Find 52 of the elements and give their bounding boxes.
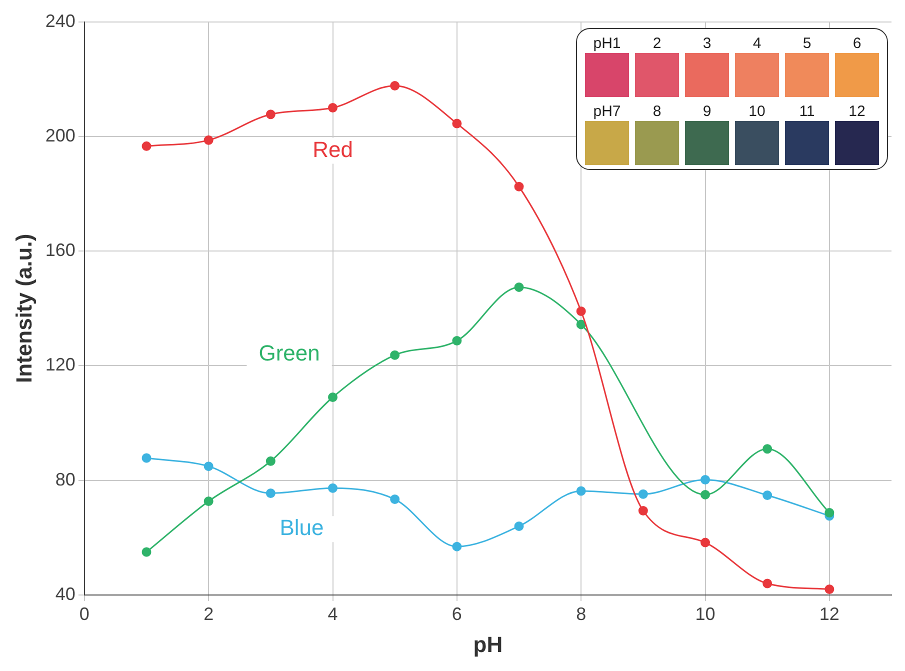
point: [762, 490, 772, 500]
point: [452, 118, 462, 128]
point: [390, 350, 400, 360]
point: [700, 538, 710, 548]
x-tick-label: 8: [576, 604, 586, 624]
y-tick-label: 160: [45, 240, 76, 260]
point: [266, 456, 276, 466]
y-axis-title: Intensity (a.u.): [11, 234, 36, 383]
point: [514, 282, 524, 292]
point: [824, 508, 834, 518]
x-tick-label: 6: [452, 604, 462, 624]
y-tick-label: 240: [45, 10, 76, 31]
point: [204, 135, 214, 145]
point: [328, 103, 338, 113]
point: [576, 486, 586, 496]
point: [700, 475, 710, 485]
x-tick-label: 12: [819, 604, 840, 624]
point: [328, 392, 338, 402]
point: [762, 578, 772, 588]
y-tick-label: 80: [55, 469, 76, 490]
point: [328, 483, 338, 493]
point: [514, 182, 524, 192]
point: [576, 306, 586, 316]
point: [204, 462, 214, 472]
point: [452, 542, 462, 552]
point: [824, 584, 834, 594]
point: [266, 488, 276, 498]
point: [700, 490, 710, 500]
point: [204, 496, 214, 506]
x-tick-label: 2: [204, 604, 214, 624]
series-label: Blue: [280, 515, 324, 540]
x-axis-title: pH: [473, 632, 503, 657]
point: [514, 521, 524, 531]
point: [576, 320, 586, 330]
y-tick-label: 40: [55, 584, 76, 604]
y-tick-label: 200: [45, 125, 76, 146]
point: [266, 110, 276, 120]
point: [638, 506, 648, 516]
point: [142, 547, 152, 557]
x-tick-label: 4: [328, 604, 338, 624]
point: [762, 444, 772, 454]
point: [452, 336, 462, 346]
point: [390, 80, 400, 90]
x-tick-label: 10: [695, 604, 716, 624]
x-tick-label: 0: [79, 604, 90, 624]
y-tick-label: 120: [45, 354, 76, 375]
point: [142, 453, 152, 463]
point: [142, 141, 152, 151]
series-label: Red: [312, 136, 353, 162]
series-label: Green: [258, 340, 320, 366]
point: [390, 494, 400, 504]
point: [638, 489, 648, 499]
